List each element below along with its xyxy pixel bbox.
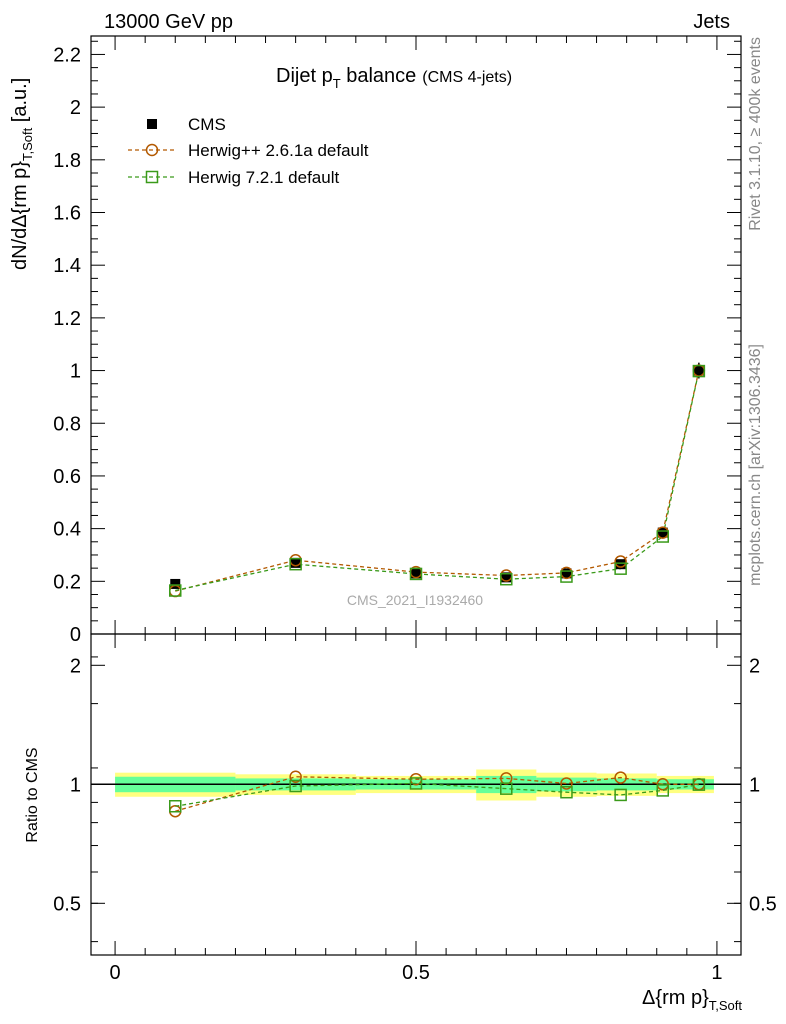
main-point (692, 364, 706, 378)
ratio-ytick-label-right: 2 (749, 655, 760, 677)
main-ytick-label: 2 (70, 97, 81, 119)
main-point (501, 572, 512, 583)
main-series-line (175, 370, 700, 592)
main-ytick-label: 0.6 (53, 466, 81, 488)
main-ytick-label: 0.8 (53, 413, 81, 435)
ratio-point (169, 800, 182, 813)
y-axis-label-main: dN/dΔ{rm p}T,Soft [a.u.] (9, 78, 35, 270)
plot-title: Dijet pT balance (CMS 4-jets) (276, 65, 512, 91)
main-ytick-label: 0 (70, 624, 81, 646)
rivet-label: Rivet 3.1.10, ≥ 400k events (747, 37, 764, 231)
ratio-series-line (175, 776, 699, 812)
main-ytick-label: 2.2 (53, 44, 81, 66)
main-series-line (175, 370, 700, 592)
main-ytick-label: 1 (70, 361, 81, 383)
header-left: 13000 GeV pp (104, 11, 233, 33)
ratio-ytick-label-right: 1 (749, 774, 760, 796)
ratio-ytick-label: 1 (70, 774, 81, 796)
main-ytick-label: 1.2 (53, 308, 81, 330)
header-right: Jets (693, 11, 730, 33)
ratio-point (500, 782, 513, 795)
ratio-point (614, 771, 627, 784)
legend-marker (145, 170, 159, 184)
main-point (693, 365, 704, 376)
main-point (409, 567, 423, 581)
legend-label: Herwig++ 2.6.1a default (188, 141, 369, 160)
legend-label: CMS (188, 115, 226, 134)
ratio-point (289, 770, 302, 783)
main-ytick-label: 1.8 (53, 150, 81, 172)
main-point (656, 530, 670, 543)
main-ytick-label: 1.4 (53, 255, 81, 277)
ratio-point (289, 779, 302, 793)
ratio-ytick-label: 0.5 (53, 893, 81, 915)
ratio-xtick-label: 0.5 (402, 962, 430, 984)
main-point (561, 568, 572, 579)
main-point (411, 568, 421, 579)
ratio-point (614, 788, 627, 802)
legend-marker (145, 143, 159, 157)
main-point (615, 559, 626, 570)
mcplots-label: mcplots.cern.ch [arXiv:1306.3436] (747, 344, 764, 586)
ratio-point (409, 777, 423, 790)
ratio-point (656, 784, 670, 797)
ratio-xtick-label: 1 (711, 962, 722, 984)
ratio-series-line (175, 782, 699, 807)
x-axis-label: Δ{rm p}T,Soft (642, 987, 742, 1013)
ratio-xtick-label: 0 (110, 962, 121, 984)
main-point (289, 557, 302, 571)
watermark: CMS_2021_I1932460 (347, 592, 483, 608)
main-point (560, 570, 573, 583)
main-point (614, 562, 627, 575)
main-point (169, 584, 182, 597)
y-axis-label-ratio: Ratio to CMS (24, 747, 41, 842)
ratio-point (692, 778, 706, 791)
ratio-ytick-label-right: 0.5 (749, 893, 777, 915)
legend: CMS Herwig++ 2.6.1a default Herwig 7.2.1 d… (128, 115, 369, 187)
main-point (290, 557, 301, 568)
main-panel: 0 0.2 0.4 0.6 0.8 1 1.2 1.4 1.6 1.8 2 2.2 (53, 35, 742, 646)
ratio-ytick-label: 2 (70, 655, 81, 677)
ratio-panel: 0 0.5 1 0.5 0.5 1 1 2 2 (53, 633, 777, 984)
main-ytick-label: 0.2 (53, 571, 81, 593)
main-point (614, 555, 627, 568)
main-ytick-label: 0.4 (53, 519, 81, 541)
ratio-point (560, 785, 573, 799)
ratio-point (560, 777, 573, 790)
main-point (500, 572, 513, 586)
main-ytick-label: 1.6 (53, 203, 81, 225)
legend-label: Herwig 7.2.1 default (188, 168, 339, 187)
main-point (657, 527, 668, 538)
legend-marker (147, 119, 157, 129)
main-point (170, 578, 181, 589)
